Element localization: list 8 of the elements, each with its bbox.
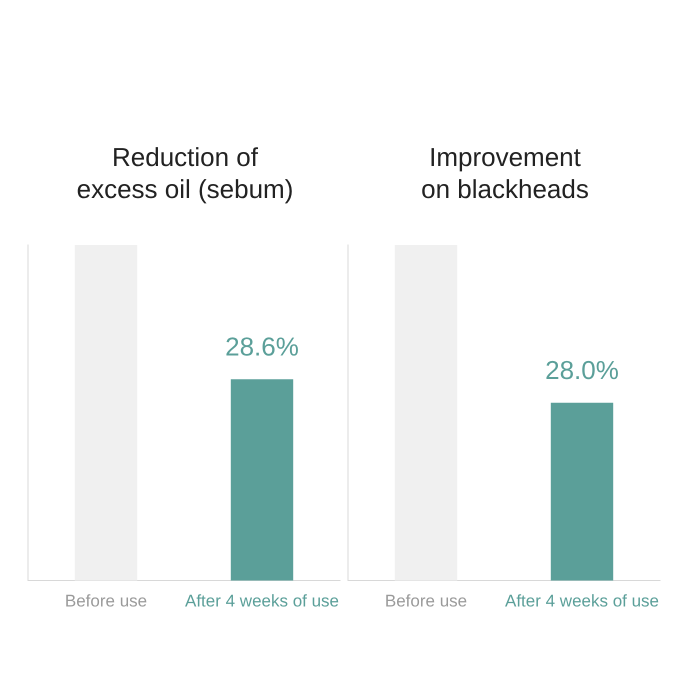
chart-title: Reduction of excess oil (sebum) <box>76 140 294 206</box>
annotation: 28.0% <box>545 354 619 385</box>
x-tick-label: After 4 weeks of use <box>504 591 660 610</box>
x-tick-label: Before use <box>384 591 468 610</box>
annotation: 28.6% <box>225 331 299 362</box>
x-tick-label: Before use <box>64 591 148 610</box>
x-tick-label: After 4 weeks of use <box>184 591 340 610</box>
chart-title: Improvement on blackheads <box>420 140 590 206</box>
